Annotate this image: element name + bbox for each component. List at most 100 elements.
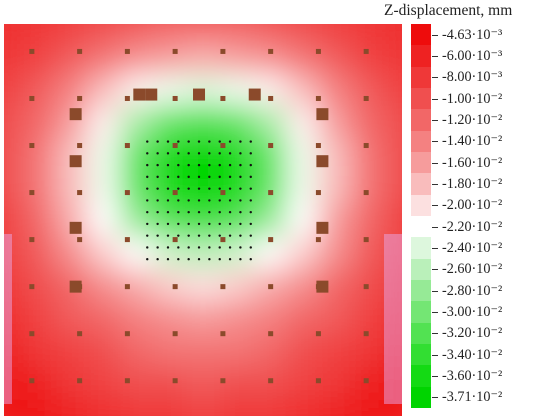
field-cell (153, 399, 188, 416)
colorbar-tick-mark (432, 141, 438, 143)
colorbar-swatch (411, 130, 431, 153)
cluster-dot (146, 152, 149, 155)
cluster-dot (187, 140, 190, 143)
field-cell (153, 73, 188, 107)
field-cell (385, 40, 402, 74)
field-cell (285, 40, 321, 74)
contour-plot (4, 24, 402, 416)
small-sensor-marker (172, 284, 178, 290)
small-sensor-marker (268, 48, 274, 54)
field-cell (53, 399, 88, 416)
small-sensor-marker (124, 48, 130, 54)
field-cell (120, 301, 155, 336)
cluster-dot (187, 246, 190, 249)
field-cell (53, 236, 88, 270)
field-cell (4, 138, 22, 172)
cluster-dot (249, 152, 252, 155)
colorbar-tick-mark (432, 290, 438, 292)
field-cell (352, 367, 387, 401)
cluster-dot (187, 187, 190, 190)
field-cell (86, 24, 122, 42)
field-cell (20, 236, 55, 270)
small-sensor-marker (124, 237, 130, 243)
cluster-dot (239, 187, 242, 190)
small-sensor-marker (268, 284, 274, 290)
cluster-dot (228, 246, 232, 249)
cluster-dot (208, 175, 211, 179)
small-sensor-marker (77, 48, 83, 54)
cluster-dot (218, 187, 221, 190)
small-sensor-marker (268, 378, 274, 384)
colorbar-swatch (411, 344, 431, 366)
small-sensor-marker (268, 143, 274, 149)
field-cell (219, 367, 254, 401)
cluster-dot (218, 140, 221, 143)
field-cell (352, 24, 387, 42)
field-cell (385, 138, 402, 172)
cluster-dot (218, 163, 221, 167)
cluster-dot (228, 175, 232, 179)
cluster-dot (249, 175, 252, 179)
colorbar-tick-mark (432, 312, 438, 313)
colorbar-tick-label: -6.00·10⁻³ (442, 48, 503, 64)
cluster-dot (166, 187, 170, 190)
cluster-dot (156, 152, 159, 155)
colorbar-tick-label: -3.40·10⁻² (442, 346, 503, 363)
small-sensor-marker (29, 95, 35, 101)
small-sensor-marker (363, 95, 369, 101)
small-sensor-marker (315, 95, 321, 101)
large-sensor-marker (316, 108, 329, 121)
field-cell (53, 301, 88, 336)
small-sensor-marker (315, 378, 321, 384)
small-sensor-marker (172, 237, 178, 243)
field-cell (219, 399, 254, 416)
field-cell (86, 105, 122, 140)
field-cell (120, 171, 155, 205)
field-cell (352, 73, 387, 107)
field-cell (53, 40, 88, 74)
field-cell (285, 138, 321, 172)
field-cell (219, 105, 254, 140)
field-cell (153, 138, 188, 172)
field-cell (86, 203, 122, 238)
colorbar-tick-label: -3.20·10⁻² (442, 325, 503, 342)
cluster-dot (146, 210, 149, 214)
cluster-dot (197, 163, 201, 167)
field-cell (252, 171, 287, 205)
field-cell (385, 73, 402, 107)
cluster-dot (156, 210, 159, 214)
cluster-dot (166, 163, 170, 167)
cluster-dot (156, 163, 159, 167)
cluster-dot (228, 222, 232, 226)
colorbar-tick-label: -2.00·10⁻² (442, 197, 503, 214)
colorbar-swatch (411, 301, 431, 324)
field-cell (219, 334, 254, 368)
cluster-dot (177, 163, 180, 167)
colorbar-tick-label: -2.20·10⁻² (442, 218, 503, 235)
cluster-dot (156, 199, 159, 202)
field-cell (86, 301, 122, 336)
field-cell (352, 203, 387, 238)
cluster-dot (249, 222, 252, 226)
colorbar-swatch (411, 216, 431, 238)
small-sensor-marker (124, 331, 130, 337)
colorbar-tick-mark (432, 226, 438, 228)
field-cell (120, 105, 155, 140)
large-sensor-marker (193, 88, 206, 101)
field-cell (20, 105, 55, 140)
field-cell (20, 367, 55, 401)
field-cell (352, 236, 387, 270)
cluster-dot (249, 199, 252, 202)
cluster-dot (166, 140, 170, 143)
field-cell (352, 269, 387, 303)
field-cell (285, 399, 321, 416)
large-sensor-marker (316, 155, 329, 168)
cluster-dot (146, 199, 149, 202)
cluster-dot (177, 152, 180, 155)
field-cell (219, 203, 254, 238)
colorbar-tick-mark (432, 120, 438, 121)
cluster-dot (197, 222, 201, 226)
large-sensor-marker (316, 280, 329, 293)
cluster-dot (228, 199, 232, 202)
center-dot-cluster (146, 140, 252, 261)
